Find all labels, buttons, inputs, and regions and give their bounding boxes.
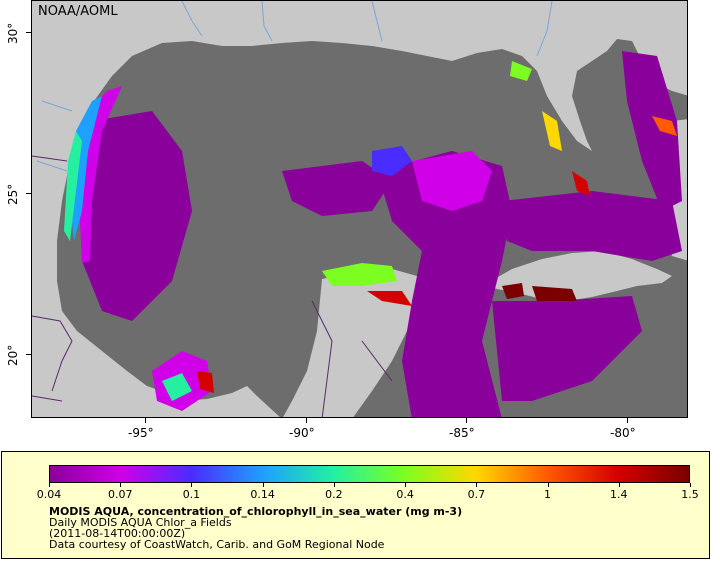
- x-tick-minus80: [627, 418, 628, 423]
- colorbar-label: 1.4: [610, 488, 628, 501]
- x-tick-minus90: [306, 418, 307, 423]
- colorbar-tick: [476, 483, 478, 487]
- colorbar-label: 0.04: [36, 488, 62, 501]
- y-tick-25: [26, 193, 31, 194]
- colorbar-label: 0.14: [250, 488, 275, 501]
- x-tick-minus85: [466, 418, 467, 423]
- colorbar-tick: [262, 483, 264, 487]
- colorbar-label: 1: [544, 488, 552, 501]
- legend-title: MODIS AQUA, concentration_of_chlorophyll…: [49, 505, 463, 518]
- y-tick-20: [26, 354, 31, 355]
- x-tick-label-minus80: -80°: [610, 426, 636, 440]
- colorbar-tick: [120, 483, 122, 487]
- chlorophyll-patches: [64, 51, 682, 417]
- colorbar-label: 0.07: [107, 488, 133, 501]
- border-lines: [32, 155, 393, 417]
- chlorophyll-map: [32, 1, 687, 417]
- y-tick-label-25: 25°: [6, 183, 20, 205]
- y-tick-label-20: 20°: [6, 344, 20, 366]
- land-north-america: [32, 1, 687, 311]
- colorbar-tick: [618, 483, 620, 487]
- y-tick-30: [26, 32, 31, 33]
- land-cuba: [482, 251, 672, 301]
- legend-panel: MODIS AQUA, concentration_of_chlorophyll…: [1, 451, 710, 559]
- map-panel: NOAA/AOML: [31, 0, 688, 418]
- colorbar-label: 1.5: [681, 488, 699, 501]
- colorbar-tick: [49, 483, 50, 487]
- colorbar-tick: [405, 483, 407, 487]
- colorbar-label: 0.1: [182, 488, 201, 501]
- x-tick-minus95: [145, 418, 146, 423]
- land-yucatan: [283, 269, 422, 417]
- colorbar-tick: [547, 483, 549, 487]
- y-tick-label-30: 30°: [6, 22, 20, 44]
- colorbar-tick: [191, 483, 193, 487]
- x-tick-label-minus95: -95°: [128, 426, 154, 440]
- colorbar-tick: [690, 483, 691, 487]
- land-mexico: [32, 311, 280, 417]
- colorbar-label: 0.2: [325, 488, 343, 501]
- provider-label: NOAA/AOML: [38, 4, 118, 19]
- legend-credit: Data courtesy of CoastWatch, Carib. and …: [49, 538, 385, 551]
- colorbar-label: 0.7: [467, 488, 486, 501]
- river-lines: [36, 1, 553, 172]
- legend-subtitle: Daily MODIS AQUA Chlor_a Fields: [49, 516, 232, 529]
- colorbar-tick: [333, 483, 335, 487]
- legend-date: (2011-08-14T00:00:00Z): [49, 527, 186, 540]
- colorbar: [49, 465, 690, 483]
- x-tick-label-minus85: -85°: [449, 426, 475, 440]
- x-tick-label-minus90: -90°: [289, 426, 315, 440]
- colorbar-label: 0.4: [396, 488, 414, 501]
